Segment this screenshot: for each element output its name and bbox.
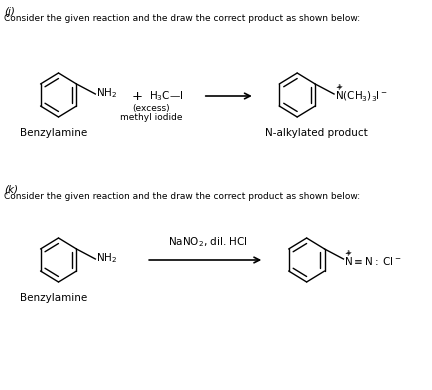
Text: NH$_2$: NH$_2$ bbox=[96, 86, 118, 100]
Text: (excess): (excess) bbox=[132, 105, 170, 113]
Text: (k): (k) bbox=[4, 185, 18, 195]
Text: Benzylamine: Benzylamine bbox=[20, 293, 87, 303]
Text: NH$_2$: NH$_2$ bbox=[96, 251, 118, 265]
Text: +: + bbox=[344, 248, 351, 257]
Text: NaNO$_2$, dil. HCl: NaNO$_2$, dil. HCl bbox=[168, 235, 248, 249]
Text: Consider the given reaction and the draw the correct product as shown below:: Consider the given reaction and the draw… bbox=[4, 192, 360, 201]
Text: +: + bbox=[131, 89, 142, 103]
Text: (j): (j) bbox=[4, 7, 15, 17]
Text: $\rm \overset{+}{N}{\equiv}N{:}\;Cl^-$: $\rm \overset{+}{N}{\equiv}N{:}\;Cl^-$ bbox=[344, 250, 402, 268]
Text: H$_3$C—I: H$_3$C—I bbox=[149, 89, 184, 103]
Text: Consider the given reaction and the draw the correct product as shown below:: Consider the given reaction and the draw… bbox=[4, 14, 360, 23]
Text: Benzylamine: Benzylamine bbox=[20, 128, 87, 138]
Text: $\rm \overset{+}{N}$(CH$_3$)$_3$I$^-$: $\rm \overset{+}{N}$(CH$_3$)$_3$I$^-$ bbox=[335, 84, 388, 104]
Text: +: + bbox=[335, 83, 341, 92]
Text: methyl iodide: methyl iodide bbox=[120, 113, 182, 122]
Text: N-alkylated product: N-alkylated product bbox=[265, 128, 368, 138]
